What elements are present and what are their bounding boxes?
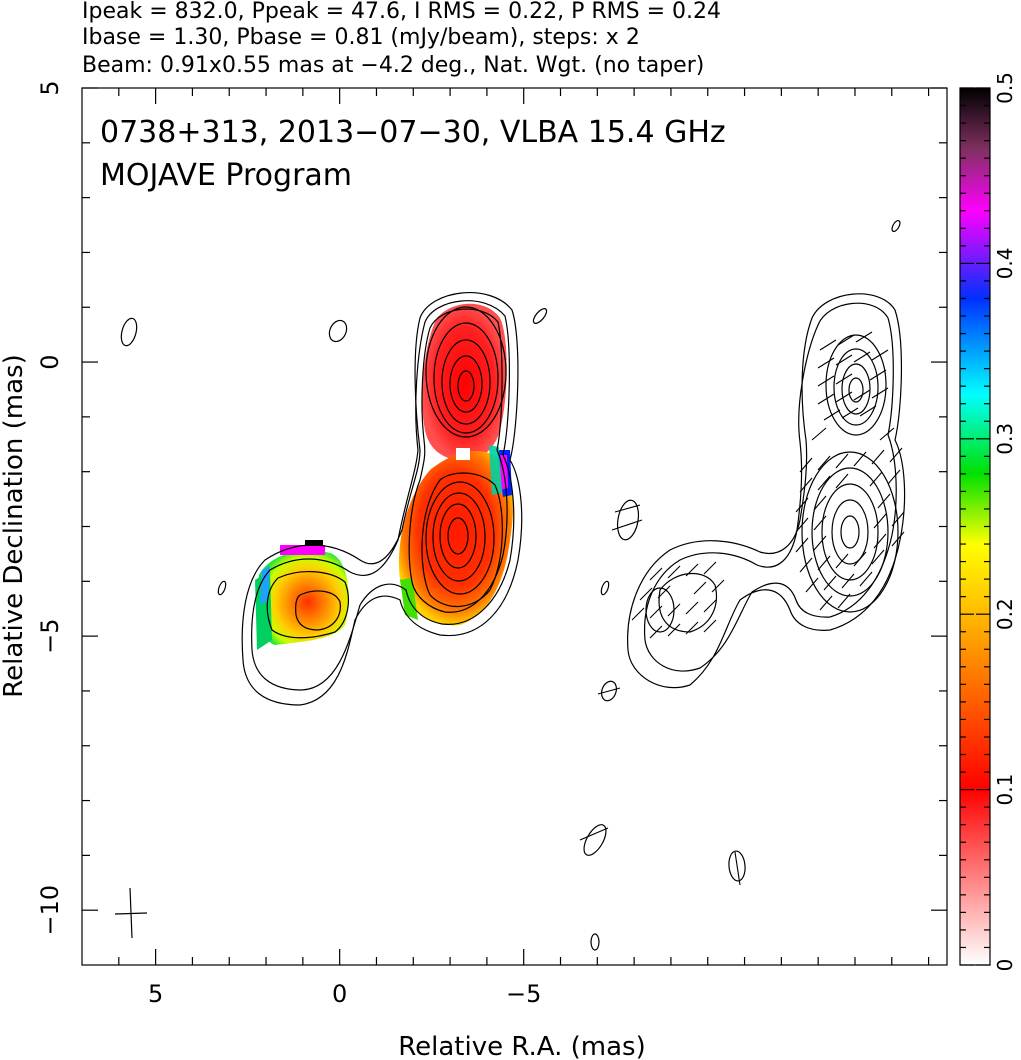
outer-edge-magenta bbox=[280, 545, 325, 555]
x-tick-label: 0 bbox=[332, 980, 347, 1008]
header-line-3: Beam: 0.91x0.55 mas at −4.2 deg., Nat. W… bbox=[82, 53, 704, 78]
outer-edge-black bbox=[305, 540, 323, 546]
evpa-vectors bbox=[579, 331, 905, 886]
y-tick-label: −5 bbox=[36, 618, 64, 653]
y-tick-label: −10 bbox=[36, 885, 64, 936]
source-annotation: 0738+313, 2013−07−30, VLBA 15.4 GHz bbox=[100, 115, 726, 150]
jet-knot-pol-fraction bbox=[398, 450, 514, 626]
x-tick-label: −5 bbox=[506, 980, 541, 1008]
y-tick-label: 5 bbox=[36, 80, 64, 95]
y-axis-ticks: 5 0 −5 −10 bbox=[36, 80, 947, 936]
colorbar-ticks: 0 0.1 0.2 0.3 0.4 0.5 bbox=[960, 72, 1017, 971]
x-axis-ticks: 5 0 −5 bbox=[118, 88, 930, 1008]
y-axis-label: Relative Declination (mas) bbox=[0, 354, 29, 697]
x-tick-label: 5 bbox=[148, 980, 163, 1008]
beam-marker bbox=[114, 887, 148, 939]
x-axis-label: Relative R.A. (mas) bbox=[398, 1032, 645, 1060]
plot-frame bbox=[81, 87, 948, 966]
colorbar-tick-label: 0.1 bbox=[993, 774, 1017, 806]
left-contours bbox=[120, 291, 548, 706]
program-annotation: MOJAVE Program bbox=[100, 158, 352, 193]
core-pol-fraction bbox=[422, 303, 507, 462]
colorbar-tick-label: 0.5 bbox=[993, 72, 1017, 104]
outer-edge-blue bbox=[260, 566, 270, 605]
colorbar-tick-label: 0 bbox=[993, 959, 1017, 972]
header-line-1: Ipeak = 832.0, Ppeak = 47.6, I RMS = 0.2… bbox=[82, 0, 721, 24]
y-tick-label: 0 bbox=[36, 354, 64, 369]
colorbar-tick-label: 0.4 bbox=[993, 247, 1017, 279]
header-line-2: Ibase = 1.30, Pbase = 0.81 (mJy/beam), s… bbox=[82, 25, 640, 50]
plot-content bbox=[114, 219, 906, 951]
colorbar-tick-label: 0.2 bbox=[993, 598, 1017, 630]
colorbar-tick-label: 0.3 bbox=[993, 423, 1017, 455]
depolarized-patch bbox=[456, 448, 470, 460]
